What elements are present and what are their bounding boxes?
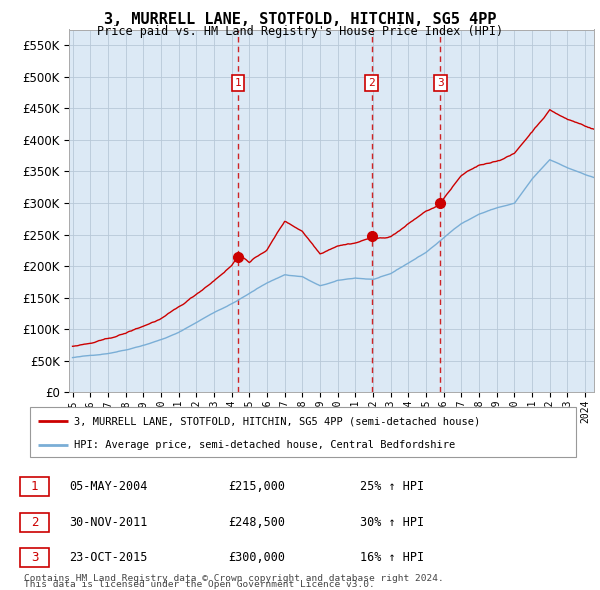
Text: 23-OCT-2015: 23-OCT-2015: [69, 551, 148, 564]
Text: Contains HM Land Registry data © Crown copyright and database right 2024.: Contains HM Land Registry data © Crown c…: [24, 574, 444, 583]
Text: 30-NOV-2011: 30-NOV-2011: [69, 516, 148, 529]
Text: £215,000: £215,000: [228, 480, 285, 493]
FancyBboxPatch shape: [20, 513, 49, 532]
Text: £300,000: £300,000: [228, 551, 285, 564]
Text: 1: 1: [235, 78, 242, 88]
Text: HPI: Average price, semi-detached house, Central Bedfordshire: HPI: Average price, semi-detached house,…: [74, 440, 455, 450]
Text: 2: 2: [368, 78, 375, 88]
Text: 30% ↑ HPI: 30% ↑ HPI: [360, 516, 424, 529]
Text: 2: 2: [31, 516, 38, 529]
Text: 25% ↑ HPI: 25% ↑ HPI: [360, 480, 424, 493]
Text: 3, MURRELL LANE, STOTFOLD, HITCHIN, SG5 4PP: 3, MURRELL LANE, STOTFOLD, HITCHIN, SG5 …: [104, 12, 496, 27]
Text: This data is licensed under the Open Government Licence v3.0.: This data is licensed under the Open Gov…: [24, 581, 375, 589]
Text: £248,500: £248,500: [228, 516, 285, 529]
Text: Price paid vs. HM Land Registry's House Price Index (HPI): Price paid vs. HM Land Registry's House …: [97, 25, 503, 38]
Text: 3: 3: [31, 551, 38, 564]
Text: 16% ↑ HPI: 16% ↑ HPI: [360, 551, 424, 564]
Text: 05-MAY-2004: 05-MAY-2004: [69, 480, 148, 493]
Text: 3: 3: [437, 78, 444, 88]
FancyBboxPatch shape: [20, 477, 49, 496]
FancyBboxPatch shape: [20, 548, 49, 567]
FancyBboxPatch shape: [30, 407, 576, 457]
Text: 1: 1: [31, 480, 38, 493]
Text: 3, MURRELL LANE, STOTFOLD, HITCHIN, SG5 4PP (semi-detached house): 3, MURRELL LANE, STOTFOLD, HITCHIN, SG5 …: [74, 416, 480, 426]
